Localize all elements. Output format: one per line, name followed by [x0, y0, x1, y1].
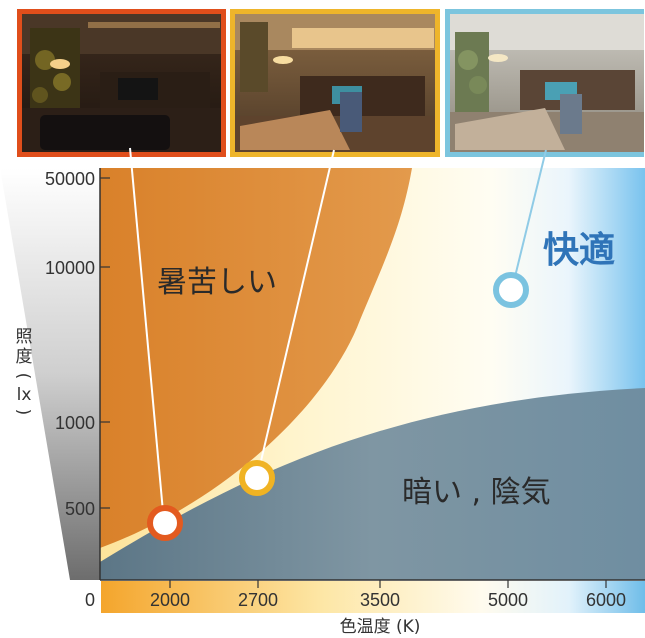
x-axis-title: 色温度 (K) — [340, 617, 421, 637]
y-axis-title-char-2: 度 — [16, 347, 33, 367]
x-tick-label-2700: 2700 — [238, 590, 278, 610]
y-axis-title-char-4: lx — [17, 385, 32, 405]
photo-warm-room — [230, 9, 440, 157]
y-tick-label-500: 500 — [65, 499, 95, 519]
comfortable-region-label: 快適 — [543, 230, 615, 271]
point-5000k — [493, 272, 529, 308]
y-tick-label-50000: 50000 — [45, 169, 95, 189]
connector-line-warm-dim — [129, 147, 165, 524]
dark-region-label: 暗い , 陰気 — [402, 475, 551, 510]
dark-region — [100, 388, 645, 580]
x-tick-label-5000: 5000 — [488, 590, 528, 610]
y-tick-label-1000: 1000 — [55, 413, 95, 433]
origin-label: 0 — [85, 590, 95, 610]
photo-cool-room — [445, 9, 644, 157]
y-axis-title-char-1: 照 — [16, 327, 33, 347]
point-2700k — [239, 460, 275, 496]
hot-region — [100, 168, 412, 548]
y-axis-title-char-5: ) — [13, 409, 33, 416]
y-axis-title-char-3: ( — [13, 373, 33, 380]
connector-line-cool — [511, 149, 547, 290]
photo-warm-dim-room — [17, 9, 226, 157]
x-tick-label-6000: 6000 — [586, 590, 626, 610]
illuminance-scale-bar — [0, 168, 100, 580]
color-temperature-scale-bar — [101, 581, 645, 613]
y-tick-label-10000: 10000 — [45, 258, 95, 278]
connector-line-warm — [256, 149, 335, 479]
x-tick-label-2000: 2000 — [150, 590, 190, 610]
point-2000k — [147, 505, 183, 541]
hot-region-label: 暑苦しい — [157, 265, 277, 300]
x-tick-label-3500: 3500 — [360, 590, 400, 610]
